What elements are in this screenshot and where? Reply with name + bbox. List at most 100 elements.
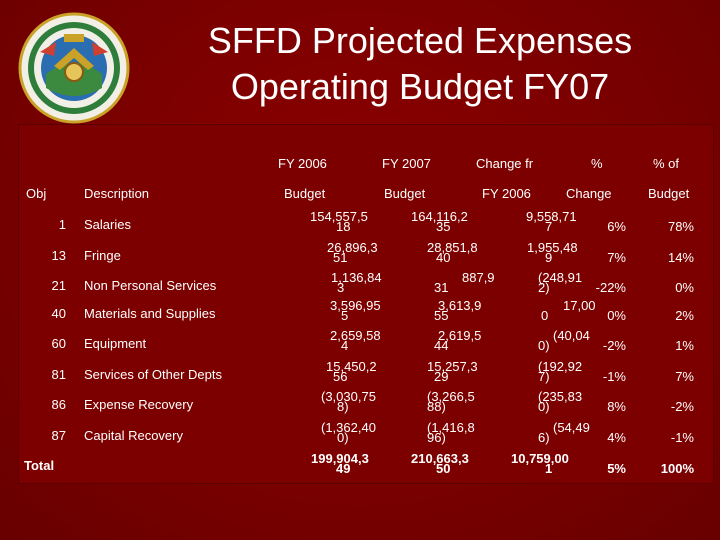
row-fy2007-cont: 88)	[427, 399, 446, 414]
row-obj: 13	[51, 248, 66, 263]
row-fy2006-cont: 0)	[337, 430, 349, 445]
total-percent-change: 5%	[607, 461, 626, 476]
row-fy2007: 164,116,2	[411, 209, 468, 224]
row-description: Fringe	[84, 248, 121, 263]
row-fy2006: 26,896,3	[327, 240, 378, 255]
row-obj: 1	[58, 217, 66, 232]
header-fy2006-budget: Budget	[284, 186, 326, 201]
row-percent-of-budget: 2%	[675, 308, 694, 323]
header-percent: %	[591, 156, 603, 171]
row-percent-change: 6%	[607, 219, 626, 234]
row-percent-of-budget: -1%	[670, 430, 694, 445]
total-fy2006-cont: 49	[336, 461, 351, 476]
header-obj: Obj	[26, 186, 47, 201]
row-obj: 21	[51, 278, 66, 293]
header-fy2006-change: FY 2006	[482, 186, 531, 201]
row-fy2007: 2,619,5	[438, 328, 482, 343]
row-percent-change: -2%	[602, 338, 626, 353]
header-change: Change	[566, 186, 612, 201]
header-fy2007: FY 2007	[382, 156, 431, 171]
row-percent-of-budget: 1%	[675, 338, 694, 353]
row-percent-change: -1%	[602, 369, 626, 384]
row-description: Expense Recovery	[84, 397, 194, 412]
row-description: Salaries	[84, 217, 131, 232]
row-description: Capital Recovery	[84, 428, 183, 443]
row-percent-of-budget: 7%	[675, 369, 694, 384]
header-change-fr: Change fr	[476, 156, 534, 171]
row-percent-change: 4%	[607, 430, 626, 445]
row-fy2006-cont: 3	[337, 280, 345, 295]
row-percent-of-budget: -2%	[670, 399, 694, 414]
row-change: (248,91	[538, 270, 583, 285]
row-fy2006-cont: 8)	[337, 399, 349, 414]
row-fy2006: 15,450,2	[326, 359, 377, 374]
row-fy2006: 154,557,5	[310, 209, 368, 224]
row-obj: 60	[51, 336, 66, 351]
row-fy2006-cont: 18	[336, 219, 351, 234]
header-description: Description	[84, 186, 150, 201]
slide-title: SFFD Projected Expenses Operating Budget…	[140, 18, 700, 110]
row-description: Non Personal Services	[84, 278, 217, 293]
row-fy2006-cont: 51	[333, 250, 348, 265]
row-percent-of-budget: 14%	[667, 250, 694, 265]
budget-table	[18, 124, 714, 484]
row-fy2007-cont: 29	[434, 369, 449, 384]
row-change: 1,955,48	[527, 240, 578, 255]
row-fy2007: 887,9	[462, 270, 495, 285]
row-fy2007-cont: 35	[436, 219, 451, 234]
row-change: (192,92	[538, 359, 583, 374]
total-label: Total	[24, 458, 55, 473]
header-fy2006: FY 2006	[278, 156, 327, 171]
row-fy2007: 3,613,9	[438, 298, 482, 313]
row-percent-change: 8%	[607, 399, 626, 414]
row-fy2006: (3,030,75	[321, 389, 376, 404]
row-fy2006: 3,596,95	[330, 298, 381, 313]
row-obj: 81	[51, 367, 66, 382]
title-line-1: SFFD Projected Expenses	[207, 20, 633, 61]
row-fy2006-cont: 56	[333, 369, 348, 384]
row-percent-of-budget: 78%	[667, 219, 694, 234]
row-fy2007-cont: 96)	[427, 430, 446, 445]
total-fy2007-cont: 50	[436, 461, 451, 476]
row-change-cont: 2)	[538, 280, 550, 295]
row-change-cont: 9	[545, 250, 553, 265]
header-percent-of: % of	[653, 156, 680, 171]
row-fy2006: (1,362,40	[321, 420, 376, 435]
row-description: Materials and Supplies	[84, 306, 216, 321]
row-change: (235,83	[538, 389, 583, 404]
row-description: Equipment	[84, 336, 147, 351]
total-fy2007: 210,663,3	[411, 451, 469, 466]
row-change-cont: 0	[541, 308, 549, 323]
row-change: (54,49	[553, 420, 590, 435]
row-change-cont: 7	[545, 219, 553, 234]
total-fy2006: 199,904,3	[311, 451, 369, 466]
row-fy2006-cont: 4	[341, 338, 349, 353]
row-fy2007: 15,257,3	[427, 359, 478, 374]
row-change: (40,04	[553, 328, 590, 343]
total-change-cont: 1	[545, 461, 553, 476]
row-change: 17,00	[563, 298, 596, 313]
row-percent-change: 7%	[607, 250, 626, 265]
sffd-seal-logo	[18, 12, 130, 124]
row-obj: 40	[51, 306, 66, 321]
row-change: 9,558,71	[526, 209, 577, 224]
row-change-cont: 7)	[538, 369, 550, 384]
row-fy2006: 2,659,58	[330, 328, 381, 343]
row-change-cont: 0)	[538, 399, 550, 414]
row-change-cont: 0)	[538, 338, 550, 353]
title-line-2: Operating Budget FY07	[230, 66, 610, 107]
row-percent-change: -22%	[595, 280, 626, 295]
row-fy2007-cont: 31	[434, 280, 449, 295]
row-change-cont: 6)	[538, 430, 550, 445]
row-obj: 87	[51, 428, 66, 443]
row-fy2007: 28,851,8	[427, 240, 478, 255]
row-percent-of-budget: 0%	[675, 280, 694, 295]
row-fy2006: 1,136,84	[331, 270, 382, 285]
row-fy2007: (3,266,5	[427, 389, 475, 404]
row-fy2007-cont: 55	[434, 308, 449, 323]
row-description: Services of Other Depts	[84, 367, 222, 382]
header-budget: Budget	[648, 186, 690, 201]
total-percent-of-budget: 100%	[660, 461, 694, 476]
total-change: 10,759,00	[511, 451, 569, 466]
